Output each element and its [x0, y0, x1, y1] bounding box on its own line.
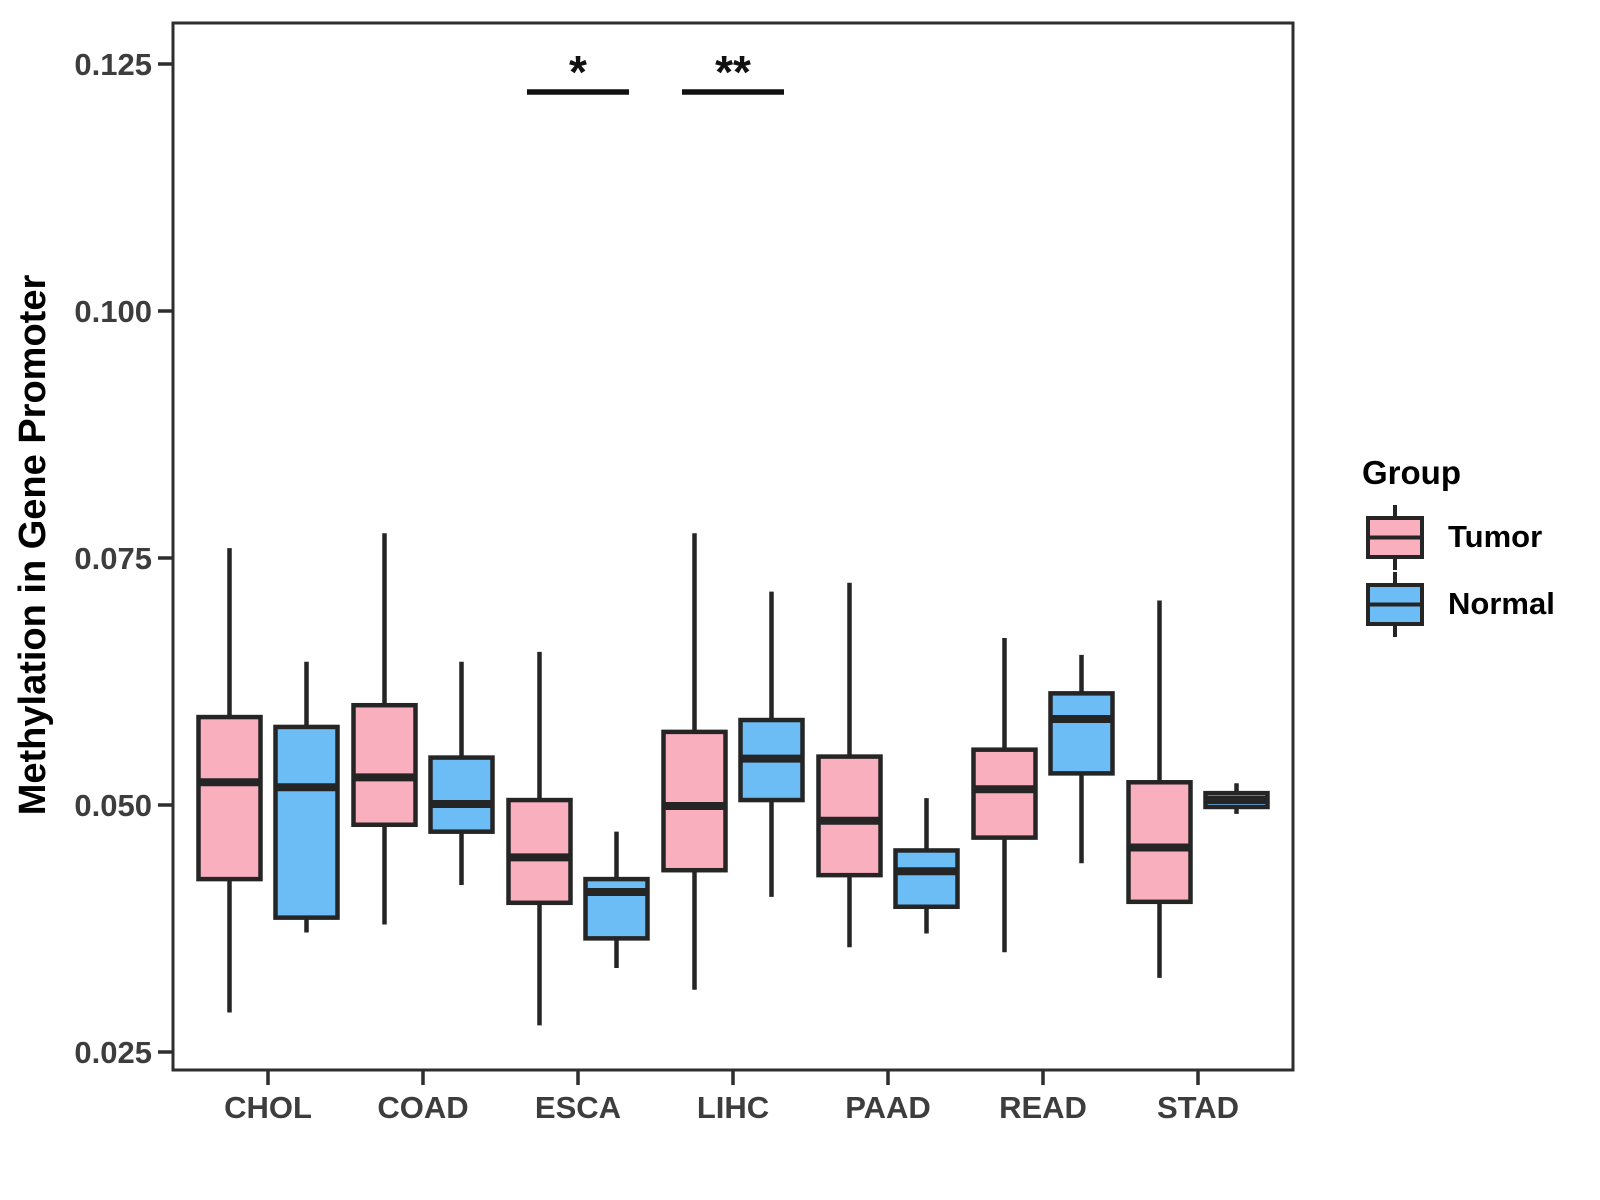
iqr-box — [661, 729, 728, 873]
x-tick-label-stad: STAD — [1157, 1090, 1239, 1125]
legend-key-normal-icon — [1366, 572, 1424, 637]
boxplot-coad-normal — [428, 661, 495, 886]
legend-title: Group — [1362, 454, 1461, 491]
y-tick-label: 0.075 — [74, 541, 152, 576]
boxplot-read-normal — [1048, 654, 1115, 864]
significance-label-esca: * — [569, 46, 587, 98]
x-tick-label-lihc: LIHC — [697, 1090, 769, 1125]
boxplot-coad-tumor — [351, 533, 418, 925]
significance-label-lihc: ** — [715, 46, 751, 98]
iqr-box — [351, 702, 418, 828]
legend-item-normal-label: Normal — [1448, 586, 1555, 621]
boxplot-paad-tumor — [816, 582, 883, 948]
legend-item-tumor-label: Tumor — [1448, 519, 1543, 554]
x-tick-label-esca: ESCA — [535, 1090, 621, 1125]
boxplot-esca-tumor — [506, 651, 573, 1026]
boxplot-chol-tumor — [196, 548, 263, 1013]
boxplot-chol-normal — [273, 661, 340, 933]
panel-border — [171, 21, 1295, 1072]
y-tick-label: 0.125 — [74, 47, 152, 82]
boxplot-stad-tumor — [1126, 600, 1193, 978]
y-tick-label: 0.050 — [74, 788, 152, 823]
boxplot-esca-normal — [583, 831, 650, 969]
iqr-box — [428, 755, 495, 834]
boxplot-stad-normal — [1203, 783, 1270, 814]
boxplot-lihc-normal — [738, 591, 805, 897]
iqr-box — [1048, 691, 1115, 776]
y-tick-label: 0.025 — [74, 1035, 152, 1070]
iqr-box — [1126, 780, 1193, 905]
x-tick-label-paad: PAAD — [845, 1090, 931, 1125]
boxplot-read-tumor — [971, 638, 1038, 953]
boxplot-lihc-tumor — [661, 533, 728, 990]
x-tick-label-chol: CHOL — [224, 1090, 312, 1125]
y-tick-label: 0.100 — [74, 294, 152, 329]
boxplot-paad-normal — [893, 798, 960, 934]
iqr-box — [816, 754, 883, 878]
iqr-box — [971, 747, 1038, 840]
iqr-box — [506, 797, 573, 906]
x-tick-label-read: READ — [999, 1090, 1087, 1125]
x-tick-label-coad: COAD — [377, 1090, 468, 1125]
iqr-box — [273, 724, 340, 920]
legend-key-tumor-icon — [1366, 505, 1424, 570]
iqr-box — [893, 848, 960, 910]
iqr-box — [196, 714, 263, 882]
